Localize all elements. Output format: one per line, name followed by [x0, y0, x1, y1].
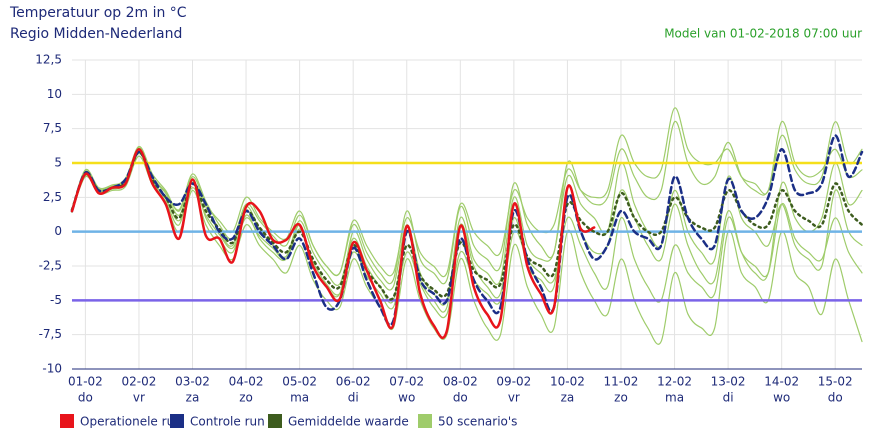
x-tick-weekday: za [561, 391, 575, 405]
legend-swatch [418, 414, 432, 428]
x-tick-label: 11-02 [604, 375, 639, 389]
x-tick-weekday: zo [239, 391, 253, 405]
chart-subtitle: Regio Midden-Nederland [10, 26, 182, 42]
operational-line [70, 148, 596, 339]
x-tick-weekday: wo [398, 391, 415, 405]
x-tick-label: 10-02 [550, 375, 585, 389]
x-tick-label: 12-02 [657, 375, 692, 389]
y-tick-label: 0 [54, 224, 62, 238]
x-tick-label: 07-02 [389, 375, 424, 389]
x-tick-label: 15-02 [818, 375, 853, 389]
chart-title: Temperatuur op 2m in °C [9, 5, 187, 21]
x-tick-label: 02-02 [122, 375, 157, 389]
x-tick-weekday: za [186, 391, 200, 405]
x-tick-label: 06-02 [336, 375, 371, 389]
y-tick-label: -5 [50, 293, 62, 307]
mean-line [70, 150, 864, 301]
y-tick-label: 2,5 [43, 190, 62, 204]
x-tick-label: 14-02 [764, 375, 799, 389]
scenario-line [71, 107, 863, 278]
y-tick-label: -2,5 [39, 259, 62, 273]
x-tick-label: 04-02 [229, 375, 264, 389]
legend-label: Gemiddelde waarde [288, 415, 409, 429]
y-tick-label: 10 [47, 87, 62, 101]
legend-swatch [170, 414, 184, 428]
x-tick-weekday: di [723, 391, 734, 405]
x-tick-weekday: ma [290, 391, 309, 405]
x-tick-weekday: do [78, 391, 93, 405]
x-tick-weekday: wo [773, 391, 790, 405]
legend-label: 50 scenario's [438, 415, 517, 429]
x-tick-weekday: ma [665, 391, 684, 405]
x-tick-weekday: vr [133, 391, 145, 405]
x-tick-weekday: do [828, 391, 843, 405]
model-annotation: Model van 01-02-2018 07:00 uur [664, 27, 862, 41]
legend-label: Controle run [190, 415, 265, 429]
scenario-line [71, 148, 863, 313]
x-tick-weekday: di [348, 391, 359, 405]
x-tick-label: 13-02 [711, 375, 746, 389]
y-tick-label: -10 [42, 362, 62, 376]
y-tick-label: -7,5 [39, 327, 62, 341]
legend-swatch [268, 414, 282, 428]
legend-swatch [60, 414, 74, 428]
y-tick-label: 12,5 [35, 53, 62, 67]
y-tick-label: 7,5 [43, 121, 62, 135]
x-tick-weekday: do [453, 391, 468, 405]
x-tick-label: 09-02 [496, 375, 531, 389]
x-tick-label: 08-02 [443, 375, 478, 389]
scenario-line [71, 150, 863, 306]
x-tick-label: 05-02 [282, 375, 317, 389]
x-tick-label: 03-02 [175, 375, 210, 389]
x-tick-label: 01-02 [68, 375, 103, 389]
x-tick-weekday: zo [614, 391, 628, 405]
y-tick-label: 5 [54, 156, 62, 170]
x-tick-weekday: vr [508, 391, 520, 405]
legend-label: Operationele run [80, 415, 182, 429]
